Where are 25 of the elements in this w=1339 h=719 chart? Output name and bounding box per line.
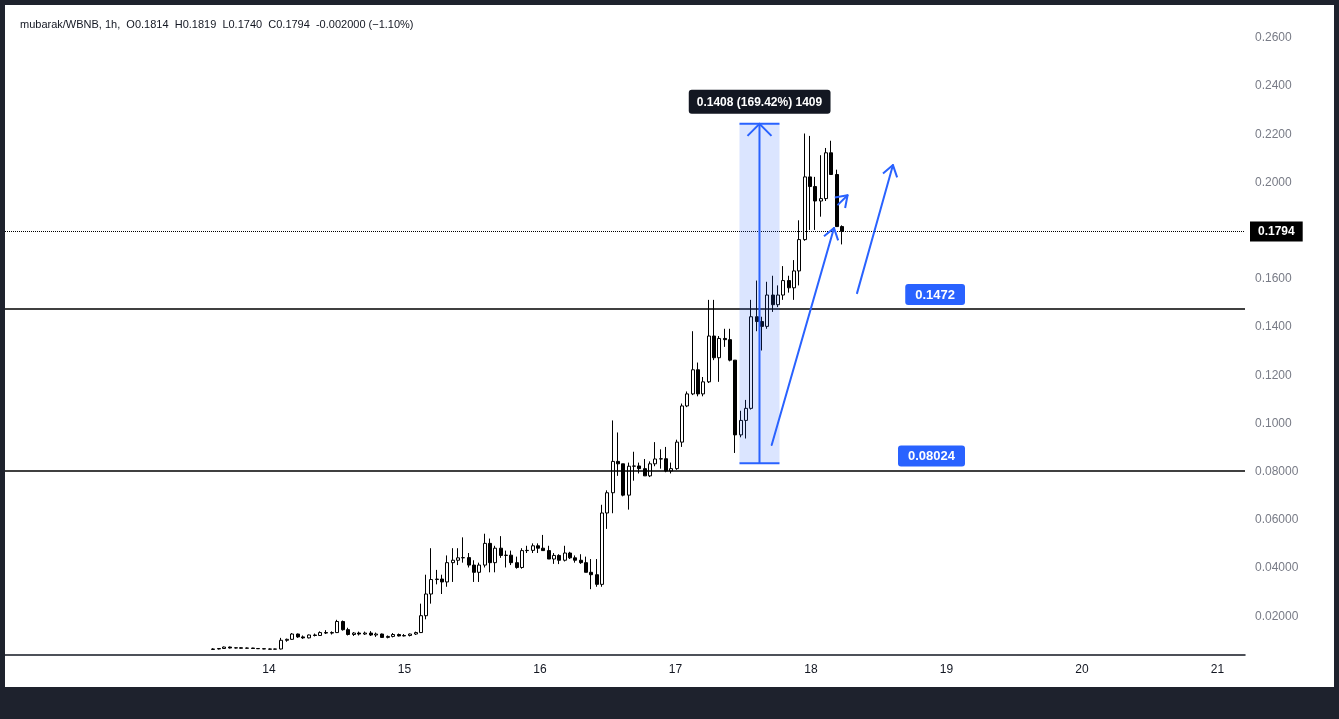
y-tick-label: 0.2200: [1255, 126, 1293, 141]
y-tick-label: 0.2600: [1255, 30, 1293, 45]
x-tick-label: 20: [1075, 662, 1089, 676]
ref-line-label: 0.08024: [908, 448, 956, 464]
ref-line-label: 0.1472: [915, 287, 955, 303]
text: mubarak/WBNB, 1h, O0.1814 H0.1819 L0.1740 C0.1794 -0.002000 (−1.10%): [20, 17, 414, 30]
x-tick-label: 17: [668, 662, 683, 676]
x-tick-label: 15: [397, 662, 412, 676]
y-tick-label: 0.1600: [1255, 271, 1293, 286]
annotation: 0.1408 (169.42%) 1409: [696, 94, 823, 109]
x-tick-label: 21: [1210, 662, 1225, 676]
y-tick-label: 0.08000: [1255, 464, 1299, 479]
x-tick-label: 14: [262, 662, 276, 676]
y-tick-label: 0.02000: [1255, 608, 1299, 623]
x-tick-label: 18: [804, 662, 818, 676]
y-tick-label: 0.2000: [1255, 174, 1293, 189]
y-tick-label: 0.1400: [1255, 319, 1293, 334]
y-tick-label: 0.04000: [1255, 560, 1299, 575]
x-tick-label: 16: [533, 662, 547, 676]
y-tick-label: 0.06000: [1255, 512, 1299, 527]
y-tick-label: 0.1200: [1255, 367, 1293, 382]
y-tick-label: 0.2400: [1255, 78, 1293, 93]
x-tick-label: 19: [939, 662, 954, 676]
y-tick-label: 0.1000: [1255, 415, 1293, 430]
ref-line-label: 0.1794: [1258, 224, 1296, 239]
